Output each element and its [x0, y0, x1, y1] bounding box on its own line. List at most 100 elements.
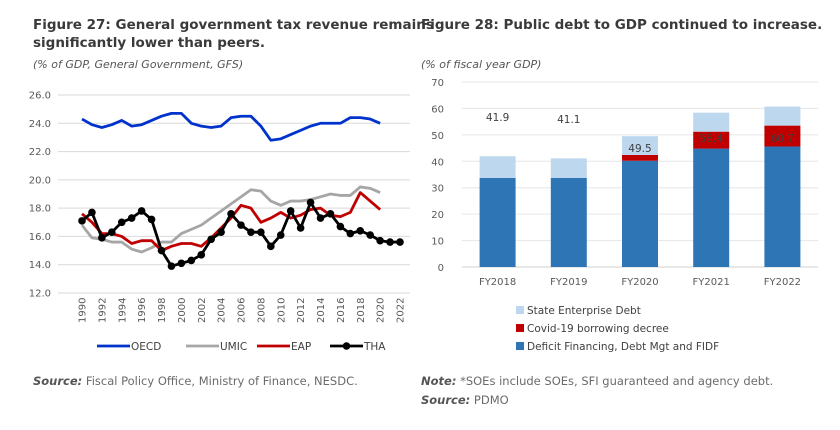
- data-point-tha: [98, 234, 106, 242]
- x-tick-label: 2014: [316, 298, 327, 323]
- legend-item-state-enterprise-debt: State Enterprise Debt: [516, 305, 641, 317]
- x-tick-label: 2006: [237, 298, 248, 323]
- series-tha: [78, 198, 404, 270]
- data-point-tha: [207, 235, 215, 244]
- bar-chart-bars: [479, 106, 801, 267]
- data-point-tha: [396, 238, 404, 246]
- figure-27-title: Figure 27: General government tax revenu…: [33, 16, 434, 52]
- figure-27-subtitle: (% of GDP, General Government, GFS): [33, 58, 244, 71]
- bar-fy2021: [693, 112, 730, 267]
- x-tick-label: FY2021: [693, 277, 730, 288]
- data-point-tha: [376, 236, 384, 245]
- total-label: 49.5: [628, 143, 651, 155]
- bar-segment-covid-19-borrowing-decree: [622, 154, 658, 161]
- series-line-umic: [80, 185, 381, 254]
- y-tick-label: 50: [431, 131, 444, 142]
- total-label: 58.4: [700, 133, 724, 145]
- bar-segment-deficit-financing-debt-mgt-and-fidf: [622, 160, 658, 267]
- figure-28-notes: Note: *SOEs include SOEs, SFI guaranteed…: [421, 372, 773, 410]
- bar-segment-covid-19-borrowing-decree: [764, 125, 801, 147]
- x-tick-label: 2022: [396, 298, 407, 323]
- bar-segment-deficit-financing-debt-mgt-and-fidf: [764, 146, 801, 267]
- bar-chart-legend: State Enterprise Debt Covid-19 borrowing …: [516, 305, 719, 353]
- bar-segment-state-enterprise-debt: [693, 112, 730, 132]
- y-tick-label: 12.0: [29, 289, 51, 300]
- figure-28-source: Source: PDMO: [421, 391, 773, 410]
- bar-fy2022: [764, 106, 801, 267]
- bar-segment-state-enterprise-debt: [764, 106, 801, 126]
- legend-marker: [342, 342, 351, 350]
- y-tick-label: 10: [431, 237, 444, 248]
- line-chart-x-axis: 1990 1992 1994 1996 1998 2000 2002 2004 2006 2008…: [78, 298, 407, 323]
- data-point-tha: [346, 229, 355, 238]
- data-point-tha: [296, 224, 305, 232]
- y-tick-label: 24.0: [29, 119, 51, 130]
- bar-segment-state-enterprise-debt: [622, 136, 658, 155]
- figure-28-subtitle: (% of fiscal year GDP): [421, 58, 542, 71]
- series-oecd: [81, 111, 381, 142]
- x-tick-label: 2000: [177, 298, 188, 323]
- y-tick-label: 26.0: [29, 91, 51, 102]
- legend-label: THA: [363, 341, 386, 353]
- figure-28-note: Note: *SOEs include SOEs, SFI guaranteed…: [421, 372, 773, 391]
- bar-fy2019: [550, 158, 587, 267]
- x-tick-label: FY2018: [479, 277, 516, 288]
- data-point-tha: [147, 215, 156, 224]
- bar-segment-state-enterprise-debt: [479, 156, 516, 178]
- data-point-tha: [267, 242, 275, 251]
- y-tick-label: 30: [431, 184, 444, 195]
- total-label: 60.7: [771, 133, 794, 145]
- bar-chart-total-labels: 41.9 41.1 49.5 58.4 60.7: [486, 112, 794, 155]
- data-point-tha: [88, 208, 96, 217]
- data-point-tha: [326, 210, 335, 218]
- y-tick-label: 60: [431, 104, 444, 115]
- y-tick-label: 22.0: [29, 147, 51, 158]
- source-text: PDMO: [470, 393, 509, 407]
- legend-item-covid-19-borrowing-decree: Covid-19 borrowing decree: [516, 323, 669, 335]
- data-point-tha: [257, 228, 265, 236]
- legend-label: OECD: [131, 341, 161, 353]
- data-point-tha: [286, 207, 295, 215]
- bar-fy2018: [479, 156, 516, 267]
- data-point-tha: [247, 228, 255, 236]
- bar-chart-x-axis: FY2018 FY2019 FY2020 FY2021 FY2022: [479, 277, 801, 288]
- x-tick-label: 2010: [276, 298, 287, 323]
- x-tick-label: 2020: [376, 298, 387, 323]
- data-point-tha: [127, 214, 136, 222]
- data-point-tha: [237, 221, 245, 229]
- line-chart-y-axis: 12.0 14.0 16.0 18.0 20.0 22.0 24.0 26.0: [29, 91, 51, 300]
- data-point-tha: [137, 207, 146, 215]
- y-tick-label: 20: [431, 210, 444, 221]
- x-tick-label: FY2019: [550, 277, 587, 288]
- legend-item-tha: THA: [330, 341, 386, 353]
- data-point-tha: [177, 259, 186, 268]
- figure-27-source: Source: Fiscal Policy Office, Ministry o…: [33, 372, 358, 391]
- x-tick-label: 2018: [356, 298, 367, 323]
- data-point-tha: [306, 198, 315, 207]
- data-point-tha: [117, 218, 126, 227]
- y-tick-label: 70: [431, 78, 444, 89]
- y-tick-label: 20.0: [29, 175, 51, 186]
- bar-segment-state-enterprise-debt: [550, 158, 587, 178]
- bar-fy2020: [622, 136, 658, 267]
- figure-27-title-line2: significantly lower than peers.: [33, 35, 266, 51]
- legend-label: State Enterprise Debt: [527, 305, 641, 317]
- bar-chart: 0 10 20 30 40 50 60 70 FY2018 FY2019 FY2020 FY2021…: [431, 78, 818, 353]
- x-tick-label: 2012: [296, 298, 307, 323]
- data-point-tha: [217, 228, 225, 236]
- bar-chart-y-axis: 0 10 20 30 40 50 60 70: [431, 78, 444, 274]
- legend-swatch: [516, 306, 524, 314]
- legend-label: UMIC: [220, 341, 247, 353]
- legend-swatch: [516, 342, 524, 350]
- note-label: Note:: [421, 374, 457, 388]
- data-point-tha: [78, 217, 86, 225]
- total-label: 41.9: [486, 112, 509, 124]
- data-point-tha: [316, 214, 325, 222]
- source-text: Fiscal Policy Office, Ministry of Financ…: [82, 374, 358, 388]
- series-line-oecd: [81, 111, 381, 142]
- data-point-tha: [366, 231, 374, 239]
- data-point-tha: [227, 210, 235, 218]
- y-tick-label: 14.0: [29, 260, 51, 271]
- series-umic: [80, 185, 381, 254]
- figure-27-title-line1: Figure 27: General government tax revenu…: [33, 17, 434, 33]
